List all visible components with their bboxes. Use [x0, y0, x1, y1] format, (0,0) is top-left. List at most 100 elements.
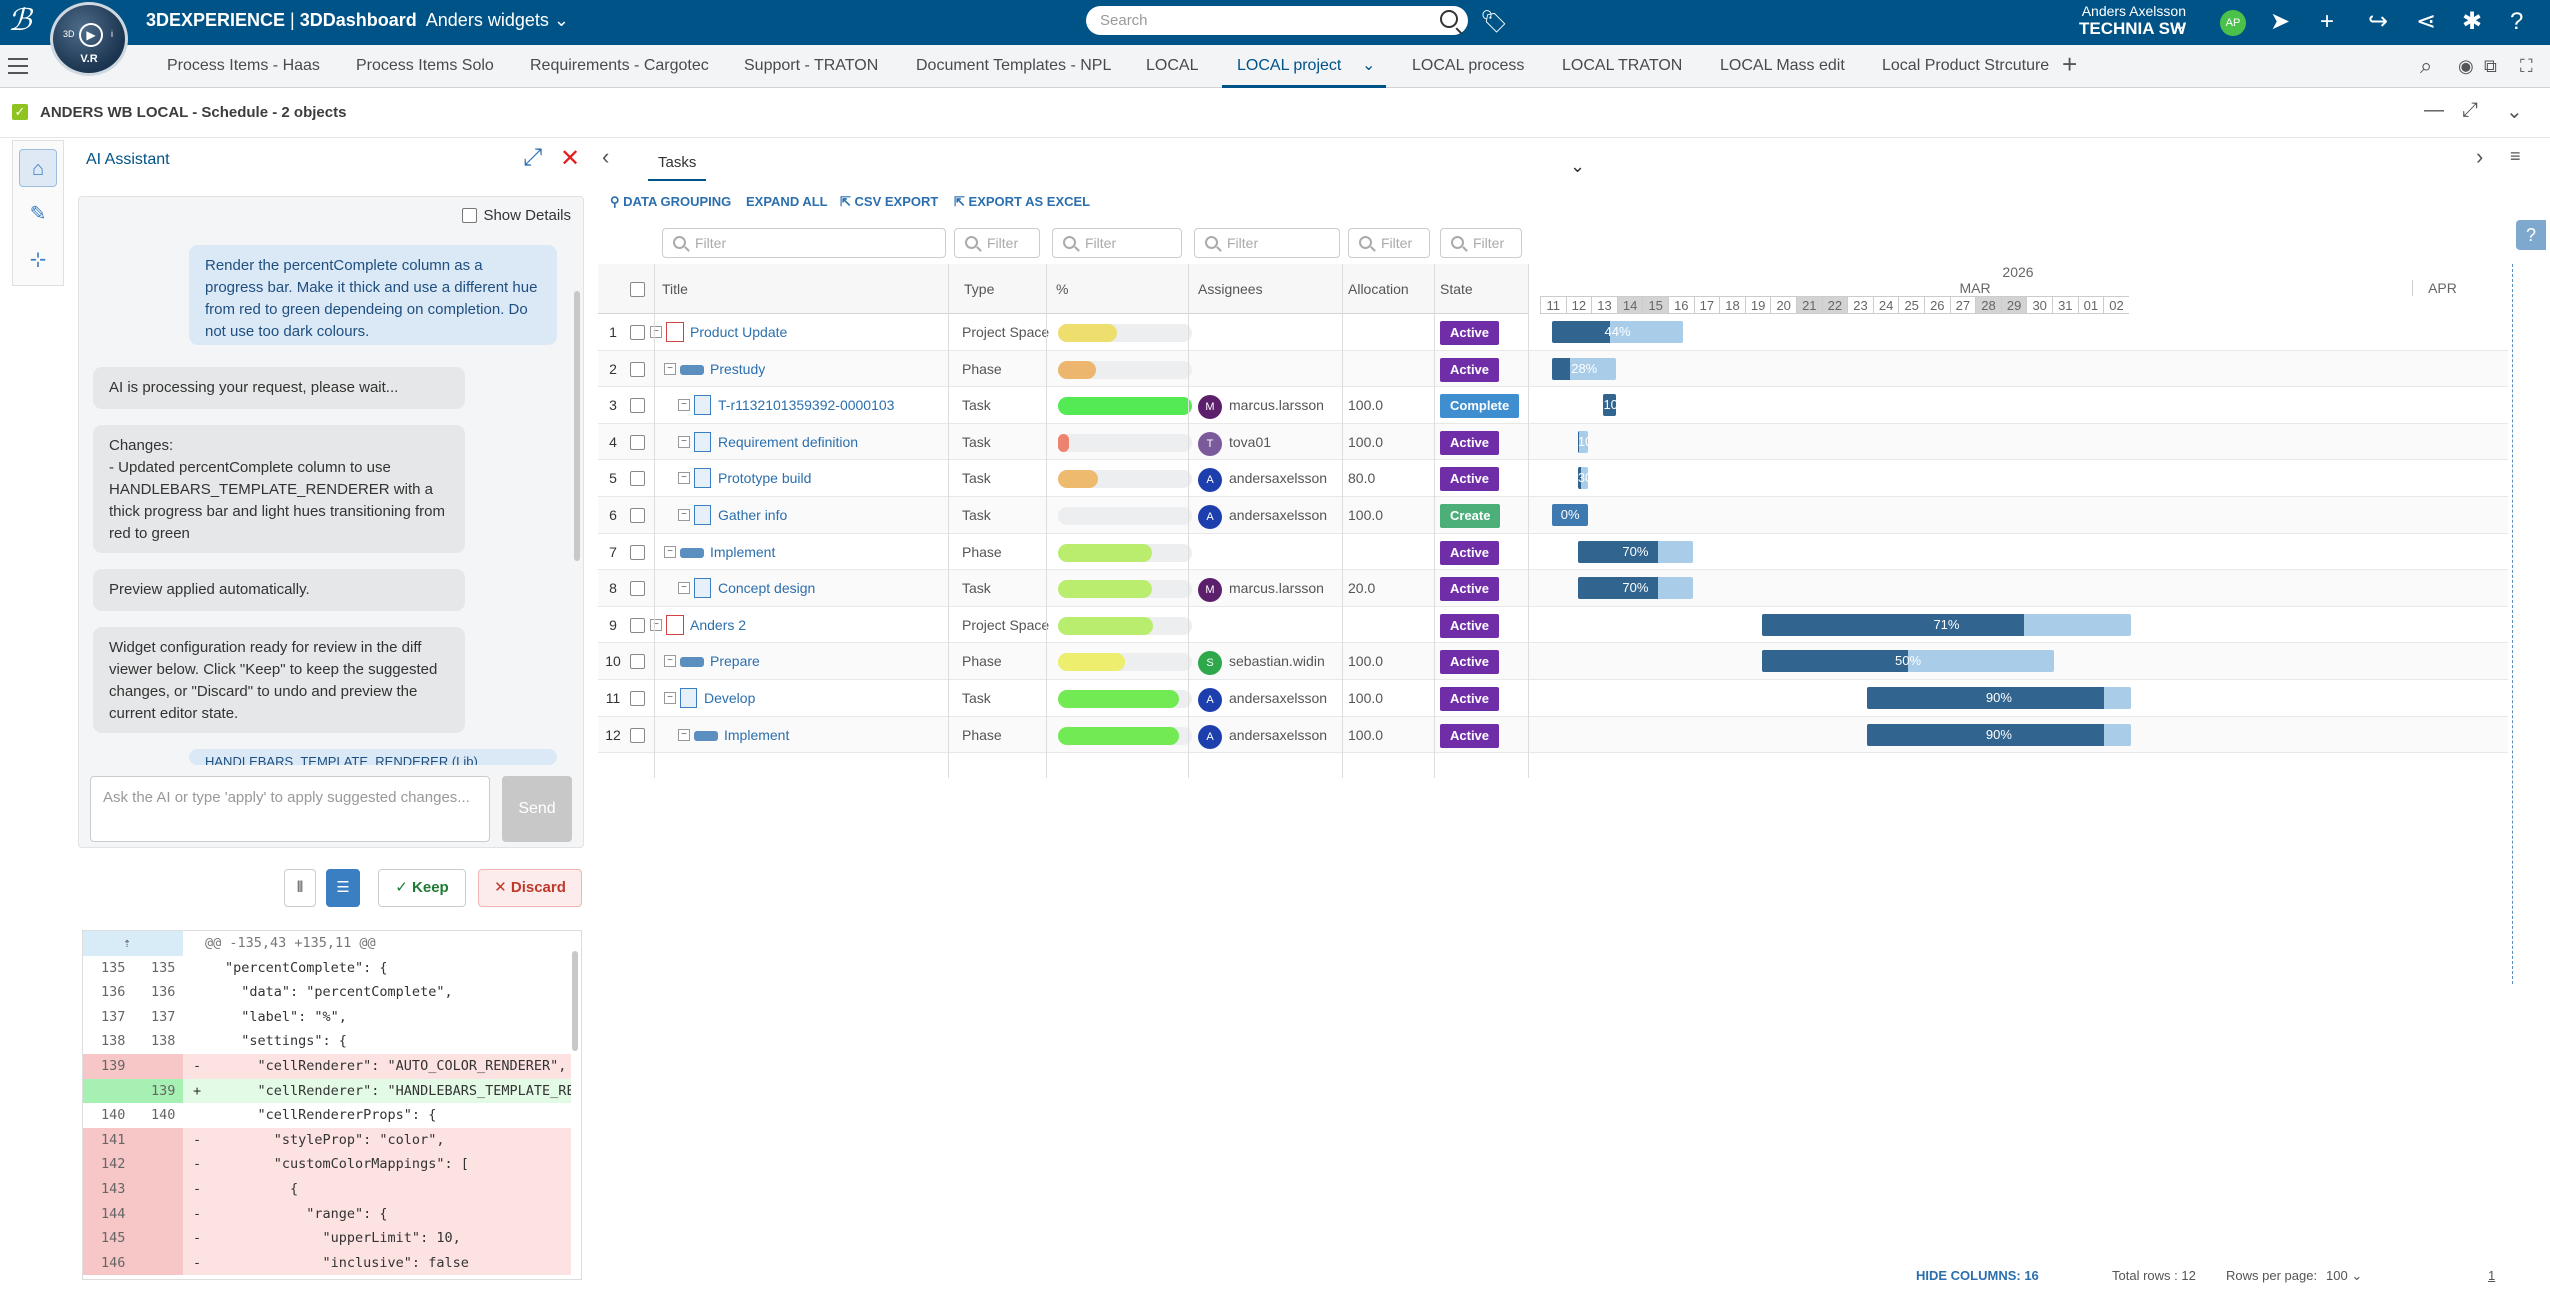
expand-up-icon[interactable]: ⇡ — [123, 935, 132, 951]
allocation-filter[interactable]: Filter — [1348, 228, 1430, 258]
structure-icon[interactable]: ⊹ — [29, 249, 47, 271]
maximize-icon[interactable]: ⤢ — [2462, 99, 2478, 121]
task-title-link[interactable]: Prestudy — [710, 360, 766, 377]
ai-input[interactable]: Ask the AI or type 'apply' to apply sugg… — [90, 776, 490, 842]
chevron-down-icon[interactable]: ⌄ — [2174, 17, 2186, 33]
show-details-checkbox[interactable]: Show Details — [462, 207, 571, 224]
data-grouping-button[interactable]: ⚲ DATA GROUPING — [610, 194, 732, 209]
column-percent[interactable]: % — [1056, 281, 1069, 297]
gantt-bar[interactable]: 70% — [1577, 540, 1694, 563]
collapse-icon[interactable]: − — [664, 692, 676, 704]
search-icon[interactable] — [1440, 10, 1458, 28]
gantt-bar[interactable]: 50% — [1762, 650, 2054, 673]
row-checkbox[interactable] — [630, 727, 645, 743]
split-view-icon[interactable]: ⫴ — [284, 869, 316, 907]
close-icon[interactable]: ✕ — [560, 145, 581, 172]
diff-scrollbar[interactable] — [572, 951, 578, 1051]
rows-per-page-select[interactable]: 100 ⌄ — [2326, 1268, 2363, 1283]
collapse-icon[interactable]: − — [650, 326, 662, 338]
task-title-link[interactable]: Prototype build — [718, 470, 812, 487]
help-icon[interactable]: ? — [2510, 8, 2524, 35]
collapse-icon[interactable]: − — [678, 582, 690, 595]
gantt-bar[interactable]: 70% — [1577, 577, 1694, 600]
help-side-icon[interactable]: ? — [2516, 220, 2546, 250]
toggle-icon[interactable]: ◉ — [2458, 56, 2474, 76]
tab-local[interactable]: LOCAL — [1146, 57, 1199, 74]
gantt-bar[interactable]: 90% — [1867, 723, 2131, 746]
task-title-link[interactable]: Product Update — [690, 324, 788, 340]
search-input[interactable]: Search — [1086, 6, 1468, 35]
gantt-bar[interactable]: 90% — [1867, 687, 2131, 709]
apps-icon[interactable]: ✱ — [2462, 8, 2483, 35]
gantt-bar[interactable]: 30 — [1577, 467, 1589, 490]
tab-local-traton[interactable]: LOCAL TRATON — [1562, 57, 1683, 74]
collapse-icon[interactable]: − — [650, 618, 662, 631]
chevron-double-down-icon[interactable]: ⌄ — [1570, 156, 1586, 176]
tab-local-project[interactable]: LOCAL project ⌄ — [1222, 45, 1386, 88]
chevron-left-icon[interactable]: ‹ — [602, 144, 610, 169]
row-checkbox[interactable] — [630, 691, 645, 706]
add-tab-icon[interactable]: + — [2062, 49, 2078, 79]
assignees-filter[interactable]: Filter — [1194, 228, 1340, 258]
state-badge[interactable]: Active — [1440, 321, 1500, 345]
state-badge[interactable]: Active — [1440, 577, 1500, 602]
title-filter[interactable]: Filter — [662, 228, 946, 258]
chevron-down-icon[interactable]: ⌄ — [2506, 101, 2523, 123]
state-badge[interactable]: Active — [1440, 723, 1500, 748]
state-badge[interactable]: Active — [1440, 430, 1500, 455]
gantt-bar[interactable]: 0% — [1552, 504, 1589, 526]
state-badge[interactable]: Active — [1440, 540, 1500, 565]
tab-local-process[interactable]: LOCAL process — [1412, 57, 1525, 74]
tab-process-items-solo[interactable]: Process Items Solo — [356, 57, 494, 74]
tab-local-product-structure[interactable]: Local Product Strcuture — [1882, 57, 2050, 74]
state-badge[interactable]: Active — [1440, 467, 1500, 492]
chat-scrollbar[interactable] — [574, 291, 580, 561]
column-title[interactable]: Title — [662, 281, 688, 297]
share-icon[interactable]: ↪ — [2368, 8, 2389, 35]
state-badge[interactable]: Active — [1440, 613, 1500, 638]
gantt-bar[interactable]: 28% — [1552, 357, 1617, 380]
state-badge[interactable]: Active — [1440, 357, 1500, 382]
task-title-link[interactable]: Develop — [704, 690, 756, 706]
minimize-icon[interactable]: — — [2424, 99, 2444, 121]
task-title-link[interactable]: Implement — [710, 543, 776, 560]
task-title-link[interactable]: Requirement definition — [718, 433, 859, 450]
fullscreen-icon[interactable]: ⛶ — [2520, 56, 2533, 76]
avatar[interactable]: AP — [2220, 10, 2246, 36]
task-title-link[interactable]: Gather info — [718, 507, 788, 523]
ai-robot-icon[interactable]: ⌂ — [19, 149, 57, 187]
task-title-link[interactable]: Anders 2 — [690, 616, 747, 633]
gantt-bar[interactable]: 10 — [1577, 430, 1589, 453]
expand-all-button[interactable]: EXPAND ALL — [746, 194, 828, 209]
send-button[interactable]: Send — [502, 776, 572, 842]
menu-icon[interactable] — [8, 58, 28, 74]
collapse-icon[interactable]: − — [678, 509, 690, 521]
gantt-bar[interactable]: 10 — [1603, 394, 1617, 417]
page-number[interactable]: 1 — [2488, 1268, 2496, 1283]
tab-process-items-haas[interactable]: Process Items - Haas — [167, 57, 320, 74]
export-excel-button[interactable]: ⇱ EXPORT AS EXCEL — [954, 194, 1091, 209]
tab-document-templates-npl[interactable]: Document Templates - NPL — [916, 57, 1112, 74]
state-filter[interactable]: Filter — [1440, 228, 1522, 258]
column-allocation[interactable]: Allocation — [1348, 281, 1409, 297]
tab-support-traton[interactable]: Support - TRATON — [744, 57, 879, 74]
discard-button[interactable]: ✕ Discard — [478, 869, 582, 907]
media-icon[interactable]: ⧉ — [2484, 56, 2497, 76]
table-row[interactable]: 9− Anders 2 Project Space Active — [598, 607, 2508, 644]
collapse-icon[interactable]: − — [678, 435, 690, 448]
compass-icon[interactable]: 3D ▶ i V.R — [50, 2, 128, 76]
keep-button[interactable]: ✓ Keep — [378, 869, 466, 907]
chevron-down-icon[interactable]: ⌄ — [1362, 57, 1376, 74]
chevron-right-icon[interactable]: › — [2476, 144, 2484, 169]
state-badge[interactable]: Create — [1440, 504, 1501, 528]
csv-export-button[interactable]: ⇱ CSV EXPORT — [840, 194, 939, 209]
select-all-checkbox[interactable] — [630, 282, 645, 297]
menu-icon[interactable]: ≡ — [2510, 146, 2521, 166]
